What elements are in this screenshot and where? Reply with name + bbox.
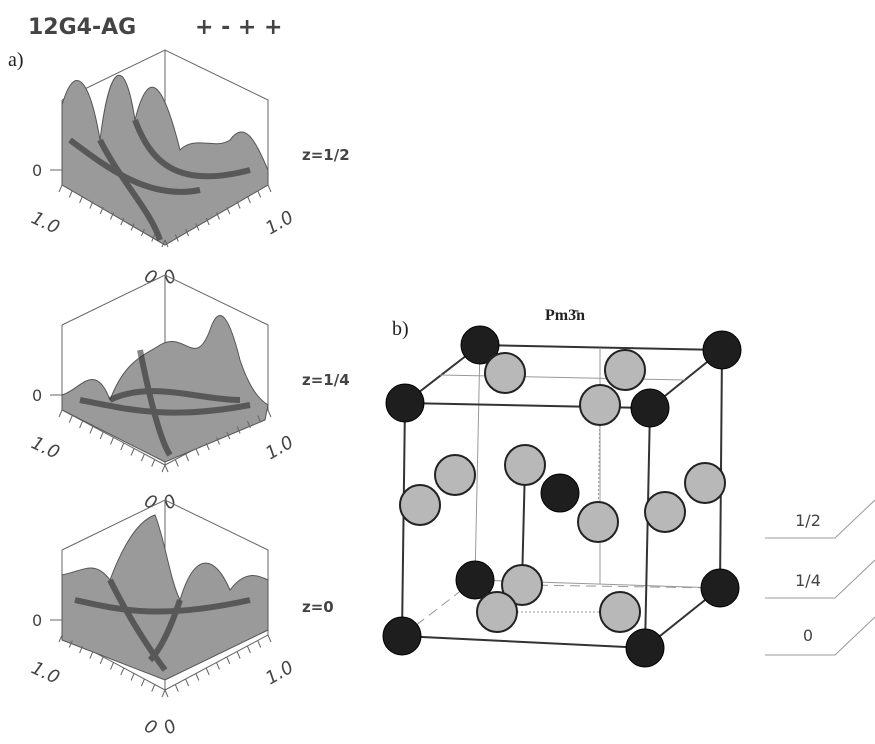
atom-light [485,353,525,393]
axis-label: 0 [32,386,42,405]
axis-tick [80,421,83,428]
axis-tick [131,449,134,456]
axis-tick [141,679,144,686]
axis-tick [186,454,189,461]
atom-light [578,502,618,542]
axis-tick [186,679,189,686]
axis-tick [165,465,168,472]
axis-label: 1.0 [28,207,63,238]
z-label: z=1/2 [302,146,350,164]
panel-label: b) [392,318,409,340]
layer-label: 0 [803,626,813,645]
axis-tick [175,460,178,467]
layer-label: 1/2 [795,511,821,530]
axis-tick [59,410,62,417]
atom-dark [631,389,669,427]
axis-tick [258,641,261,648]
axis-tick [80,196,83,203]
axis-tick [258,191,261,198]
axis-label: 0 [160,715,180,739]
atom-light [685,463,725,503]
axis-tick [69,191,72,198]
axis-tick [268,410,271,417]
axis-tick [111,663,114,670]
axis-tick [162,690,165,697]
axis-tick [268,635,271,642]
axis-label: 1.0 [262,657,297,690]
axis-label: 1.0 [28,432,63,463]
axis-tick [237,652,240,659]
atom-dark [626,629,664,667]
atom-light [435,455,475,495]
atom-light [645,492,685,532]
axis-tick [141,454,144,461]
atom-light [400,485,440,525]
axis-tick [90,427,93,434]
axis-tick [121,668,124,675]
axis-tick [152,685,155,692]
axis-tick [69,416,72,423]
sign-pattern: + - + + [195,15,282,40]
axis-label: 0 [141,715,160,739]
atom-light [605,350,645,390]
axis-tick [196,449,199,456]
atom-dark [541,474,579,512]
axis-label: 1.0 [28,657,63,688]
axis-tick [59,185,62,192]
axis-tick [217,663,220,670]
z-label: z=0 [302,598,334,616]
axis-tick [162,465,165,472]
axis-tick [111,438,114,445]
atom-dark [383,617,421,655]
axis-tick [121,443,124,450]
space-group: Pm3̄n [545,307,585,324]
axis-tick [247,646,250,653]
axis-tick [165,690,168,697]
axis-tick [268,185,271,192]
axis-label: 0 [32,611,42,630]
panel-label: a) [8,49,24,71]
axis-label: 1.0 [262,432,297,465]
axis-tick [175,685,178,692]
figure-title: 12G4-AG [28,15,136,40]
axis-tick [131,674,134,681]
axis-label: 0 [32,161,42,180]
atom-dark [703,331,741,369]
axis-tick [152,460,155,467]
axis-tick [196,674,199,681]
surface-plot: 01.01.000z=0 [28,500,334,739]
atom-light [580,385,620,425]
atom-dark [386,384,424,422]
axis-tick [100,657,103,664]
layer-label: 1/4 [795,571,821,590]
figure: 12G4-AG + - + + a) b) Pm3̄n 1/2 1/4 0 0 1… [0,0,875,744]
atom-dark [701,569,739,607]
atom-light [600,592,640,632]
axis-tick [206,668,209,675]
atom-light [477,592,517,632]
axis-tick [90,652,93,659]
z-label: z=1/4 [302,371,350,389]
axis-tick [100,432,103,439]
axis-label: 1.0 [262,207,297,240]
axis-tick [227,657,230,664]
axis-tick [247,196,250,203]
atom-light [505,445,545,485]
